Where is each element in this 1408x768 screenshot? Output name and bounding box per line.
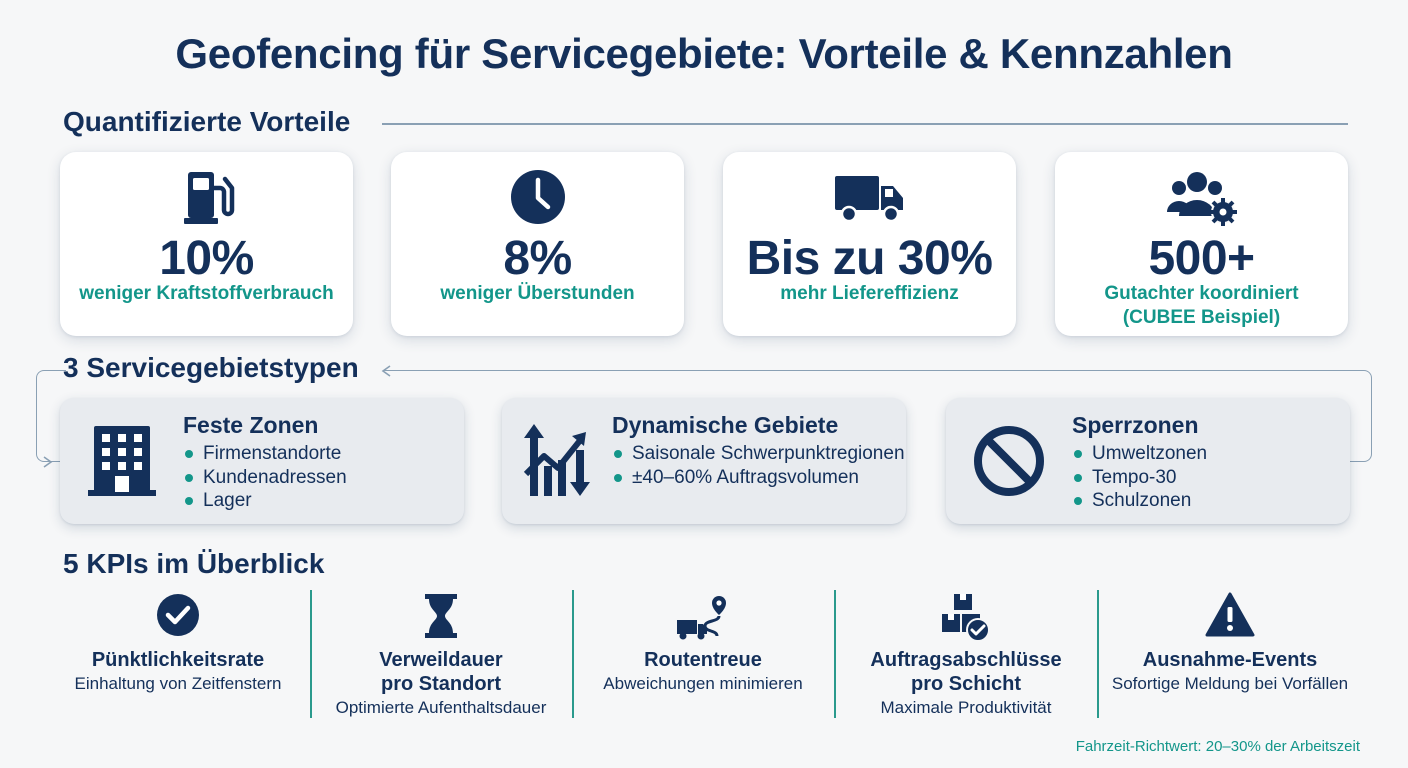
boxes-check-icon <box>835 592 1097 642</box>
arrow-left-icon <box>381 365 391 377</box>
hourglass-icon <box>310 592 572 642</box>
kpi-description: Einhaltung von Zeitfenstern <box>74 674 282 693</box>
kpi-punctuality: Pünktlichkeitsrate Einhaltung von Zeitfe… <box>47 588 309 718</box>
building-icon <box>88 426 156 496</box>
benefit-label: weniger Kraftstoffverbrauch <box>79 283 334 304</box>
benefit-value: 500+ <box>1148 232 1255 285</box>
area-list: Firmenstandorte Kundenadressen Lager <box>183 442 347 513</box>
benefit-card-overtime: 8% weniger Überstunden <box>391 152 684 336</box>
benefit-label-line: (CUBEE Beispiel) <box>1122 307 1281 328</box>
kpi-route-adherence: Routentreue Abweichungen minimieren <box>572 588 834 718</box>
benefit-value: Bis zu 30% <box>746 232 993 285</box>
arrow-right-icon <box>43 456 53 468</box>
checkmark-circle-icon <box>47 592 309 642</box>
list-item: ±40–60% Auftragsvolumen <box>612 466 905 490</box>
area-list: Saisonale Schwerpunktregionen ±40–60% Au… <box>612 442 905 489</box>
area-card-restricted: Sperrzonen Umweltzonen Tempo-30 Schulzon… <box>946 398 1350 524</box>
route-truck-icon <box>572 592 834 642</box>
area-title: Dynamische Gebiete <box>612 412 839 438</box>
benefit-label-line: Gutachter koordiniert <box>1104 283 1299 304</box>
section-heading-area-types: 3 Servicegebietstypen <box>63 352 359 383</box>
area-card-dynamic: Dynamische Gebiete Saisonale Schwerpunkt… <box>502 398 906 524</box>
area-title: Sperrzonen <box>1072 412 1199 438</box>
kpi-title-line: Pünktlichkeitsrate <box>91 649 265 671</box>
list-item: Lager <box>183 489 347 513</box>
kpi-title: Verweildauer pro Standort Optimierte Auf… <box>310 648 572 720</box>
fuel-pump-icon <box>60 168 353 230</box>
kpi-description: Optimierte Aufenthaltsdauer <box>335 698 547 717</box>
page-title: Geofencing für Servicegebiete: Vorteile … <box>175 30 1233 77</box>
kpi-title-line: pro Schicht <box>910 673 1021 695</box>
kpi-divider <box>834 590 836 718</box>
benefit-value: 10% <box>159 232 254 285</box>
kpi-title: Routentreue Abweichungen minimieren <box>572 648 834 696</box>
warning-icon <box>1099 592 1361 642</box>
kpi-description: Abweichungen minimieren <box>603 674 803 693</box>
section-heading-benefits: Quantifizierte Vorteile <box>63 106 351 137</box>
benefit-label: weniger Überstunden <box>440 283 635 304</box>
connector-line <box>384 370 1344 371</box>
benefit-card-delivery: Bis zu 30% mehr Liefereffizienz <box>723 152 1016 336</box>
list-item: Kundenadressen <box>183 466 347 490</box>
list-item: Saisonale Schwerpunktregionen <box>612 442 905 466</box>
benefit-card-fuel: 10% weniger Kraftstoffverbrauch <box>60 152 353 336</box>
kpi-title: Ausnahme-Events Sofortige Meldung bei Vo… <box>1099 648 1361 696</box>
list-item: Schulzonen <box>1072 489 1207 513</box>
kpi-description: Maximale Produktivität <box>880 698 1052 717</box>
kpi-title-line: Ausnahme-Events <box>1142 649 1318 671</box>
list-item: Tempo-30 <box>1072 466 1207 490</box>
delivery-truck-icon <box>723 168 1016 230</box>
kpi-divider <box>1097 590 1099 718</box>
area-title: Feste Zonen <box>183 412 319 438</box>
benefit-value: 8% <box>503 232 572 285</box>
trend-arrows-icon <box>523 424 590 496</box>
kpi-title: Auftragsabschlüsse pro Schicht Maximale … <box>835 648 1097 720</box>
list-item: Firmenstandorte <box>183 442 347 466</box>
area-list: Umweltzonen Tempo-30 Schulzonen <box>1072 442 1207 513</box>
kpi-divider <box>572 590 574 718</box>
kpi-divider <box>310 590 312 718</box>
team-settings-icon <box>1055 168 1348 230</box>
section-divider <box>382 123 1348 125</box>
kpi-exception-events: Ausnahme-Events Sofortige Meldung bei Vo… <box>1099 588 1361 718</box>
kpi-order-completions: Auftragsabschlüsse pro Schicht Maximale … <box>835 588 1097 718</box>
benefit-card-experts: 500+ Gutachter koordiniert (CUBEE Beispi… <box>1055 152 1348 336</box>
clock-icon <box>391 168 684 230</box>
kpi-title-line: Auftragsabschlüsse <box>870 649 1062 671</box>
kpi-description: Sofortige Meldung bei Vorfällen <box>1111 674 1349 693</box>
footnote: Fahrzeit-Richtwert: 20–30% der Arbeitsze… <box>1075 738 1360 755</box>
section-heading-kpis: 5 KPIs im Überblick <box>63 548 325 579</box>
kpi-title-line: pro Standort <box>381 673 501 695</box>
benefit-label: Gutachter koordiniert (CUBEE Beispiel) <box>1063 282 1340 330</box>
connector-line <box>1342 370 1372 462</box>
kpi-dwell-time: Verweildauer pro Standort Optimierte Auf… <box>310 588 572 718</box>
kpi-title: Pünktlichkeitsrate Einhaltung von Zeitfe… <box>47 648 309 696</box>
benefit-label: mehr Liefereffizienz <box>780 283 959 304</box>
area-card-fixed: Feste Zonen Firmenstandorte Kundenadress… <box>60 398 464 524</box>
list-item: Umweltzonen <box>1072 442 1207 466</box>
prohibited-icon <box>974 426 1044 496</box>
kpi-title-line: Verweildauer <box>379 649 503 671</box>
kpi-title-line: Routentreue <box>644 649 762 671</box>
